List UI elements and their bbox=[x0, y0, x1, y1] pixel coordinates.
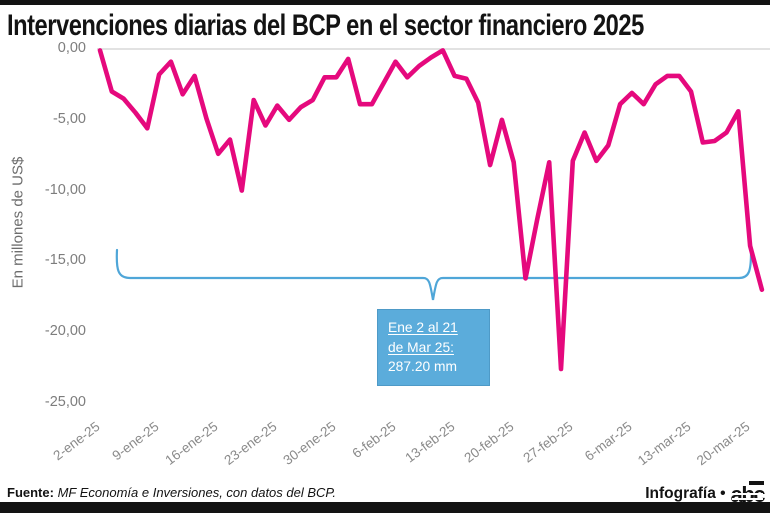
y-tick-label: -5,00 bbox=[52, 110, 86, 127]
y-tick-label: -15,00 bbox=[44, 252, 86, 269]
callout-line-2: de Mar 25: bbox=[388, 339, 454, 355]
y-tick-label: -20,00 bbox=[44, 323, 86, 340]
logo-stripe bbox=[731, 493, 763, 495]
range-bracket bbox=[115, 248, 753, 301]
credit-footer: Infografía • abc bbox=[645, 481, 766, 506]
logo-minitag bbox=[749, 481, 764, 485]
bottom-accent-bar bbox=[0, 502, 770, 513]
callout-line-1: Ene 2 al 21 bbox=[388, 320, 458, 335]
total-callout: Ene 2 al 21 de Mar 25: 287.20 mm bbox=[377, 309, 490, 386]
source-text: MF Economía e Inversiones, con datos del… bbox=[57, 485, 337, 500]
page-title: Intervenciones diarias del BCP en el sec… bbox=[7, 6, 770, 43]
y-tick-label: -25,00 bbox=[44, 394, 86, 410]
source-footer: Fuente: MF Economía e Inversiones, con d… bbox=[7, 485, 336, 500]
page-title-text: Intervenciones diarias del BCP en el sec… bbox=[7, 9, 644, 42]
y-tick-label: 0,00 bbox=[57, 40, 86, 56]
source-label: Fuente: bbox=[7, 485, 54, 500]
credit-label: Infografía • bbox=[645, 485, 726, 502]
abc-color-logo: abc bbox=[731, 481, 766, 506]
logo-stripe bbox=[731, 498, 763, 500]
callout-line-3: 287.20 mm bbox=[388, 359, 458, 375]
y-tick-label: -10,00 bbox=[44, 181, 86, 198]
top-accent-bar bbox=[0, 0, 770, 5]
